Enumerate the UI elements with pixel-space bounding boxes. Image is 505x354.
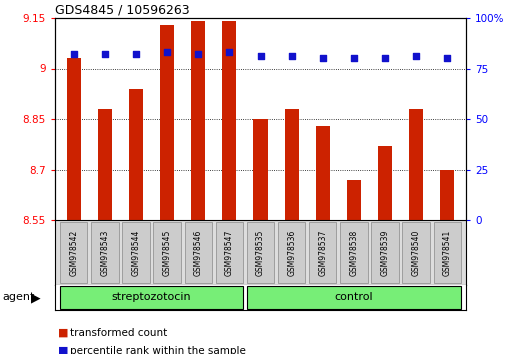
FancyBboxPatch shape xyxy=(60,222,87,283)
Bar xyxy=(346,179,360,220)
Text: GSM978542: GSM978542 xyxy=(69,229,78,276)
Point xyxy=(70,52,78,57)
Text: percentile rank within the sample: percentile rank within the sample xyxy=(70,346,245,354)
FancyBboxPatch shape xyxy=(60,286,242,309)
Bar xyxy=(253,119,267,220)
Point xyxy=(287,53,295,59)
Text: GSM978544: GSM978544 xyxy=(131,229,140,276)
FancyBboxPatch shape xyxy=(246,286,460,309)
FancyBboxPatch shape xyxy=(401,222,429,283)
Bar xyxy=(409,109,422,220)
Bar xyxy=(439,170,453,220)
Text: ■: ■ xyxy=(58,328,68,338)
Text: GDS4845 / 10596263: GDS4845 / 10596263 xyxy=(55,4,189,17)
Text: ▶: ▶ xyxy=(31,291,41,304)
Bar xyxy=(377,146,391,220)
FancyBboxPatch shape xyxy=(339,222,367,283)
Point xyxy=(442,56,450,61)
Text: GSM978536: GSM978536 xyxy=(286,229,295,276)
Bar xyxy=(97,109,112,220)
Bar xyxy=(160,25,174,220)
Text: GSM978545: GSM978545 xyxy=(162,229,171,276)
Point xyxy=(194,52,202,57)
Bar xyxy=(315,126,329,220)
FancyBboxPatch shape xyxy=(246,222,274,283)
FancyBboxPatch shape xyxy=(91,222,118,283)
Text: GSM978540: GSM978540 xyxy=(411,229,420,276)
Point xyxy=(100,52,109,57)
Bar xyxy=(67,58,80,220)
FancyBboxPatch shape xyxy=(433,222,460,283)
Text: GSM978547: GSM978547 xyxy=(224,229,233,276)
Text: transformed count: transformed count xyxy=(70,328,167,338)
Text: GSM978538: GSM978538 xyxy=(349,229,358,276)
FancyBboxPatch shape xyxy=(309,222,336,283)
FancyBboxPatch shape xyxy=(184,222,212,283)
Bar xyxy=(222,21,236,220)
Point xyxy=(256,53,264,59)
Bar xyxy=(129,89,143,220)
FancyBboxPatch shape xyxy=(215,222,242,283)
Point xyxy=(163,50,171,55)
FancyBboxPatch shape xyxy=(277,222,305,283)
Point xyxy=(411,53,419,59)
Point xyxy=(132,52,140,57)
Text: streptozotocin: streptozotocin xyxy=(112,292,191,303)
FancyBboxPatch shape xyxy=(153,222,180,283)
FancyBboxPatch shape xyxy=(122,222,149,283)
Text: ■: ■ xyxy=(58,346,68,354)
Bar xyxy=(284,109,298,220)
Text: GSM978541: GSM978541 xyxy=(442,229,451,276)
Text: GSM978535: GSM978535 xyxy=(256,229,265,276)
FancyBboxPatch shape xyxy=(371,222,398,283)
Point xyxy=(225,50,233,55)
Point xyxy=(318,56,326,61)
Text: agent: agent xyxy=(3,292,35,303)
Text: GSM978537: GSM978537 xyxy=(318,229,327,276)
Text: GSM978543: GSM978543 xyxy=(100,229,109,276)
Text: GSM978546: GSM978546 xyxy=(193,229,203,276)
Bar xyxy=(191,21,205,220)
Point xyxy=(349,56,357,61)
Text: GSM978539: GSM978539 xyxy=(380,229,389,276)
Point xyxy=(380,56,388,61)
Text: control: control xyxy=(334,292,373,303)
